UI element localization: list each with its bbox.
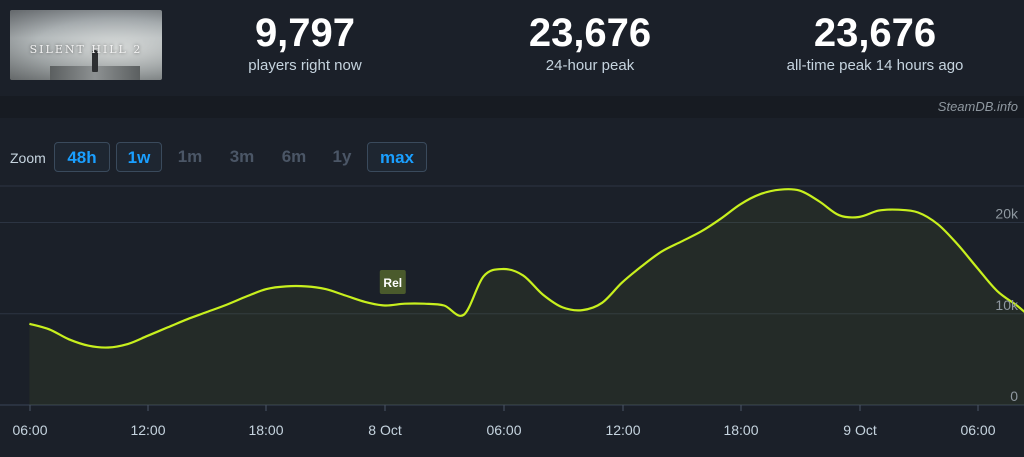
x-tick-label: 8 Oct	[368, 422, 402, 438]
x-tick-label: 18:00	[248, 422, 283, 438]
y-tick-label: 0	[1010, 388, 1018, 404]
x-tick-label: 12:00	[605, 422, 640, 438]
annotation-flag[interactable]	[379, 270, 406, 294]
thumbnail-logo-text: SILENT HILL 2	[29, 43, 143, 56]
thumbnail-road	[50, 66, 140, 80]
stat-24h-peak: 23,676 24-hour peak	[485, 10, 695, 76]
player-count-chart[interactable]: 0 10k 20k 06:00 12:00 18:00 8 Oct 06:00 12:00 18:…	[0, 180, 1024, 457]
thumbnail-figure	[92, 50, 98, 72]
stat-label: players right now	[248, 57, 362, 74]
y-tick-label: 20k	[995, 206, 1019, 222]
stat-label: all-time peak 14 hours ago	[786, 57, 964, 74]
stat-all-time-peak: 23,676 all-time peak 14 hours ago	[750, 10, 1000, 76]
stat-current-players: 9,797 players right now	[200, 10, 410, 76]
zoom-1w-button[interactable]: 1w	[116, 142, 162, 172]
x-tick-label: 18:00	[723, 422, 758, 438]
zoom-max-button[interactable]: max	[367, 142, 427, 172]
zoom-label: Zoom	[10, 150, 46, 166]
game-thumbnail[interactable]: SILENT HILL 2	[10, 10, 162, 80]
section-divider	[0, 96, 1024, 118]
x-tick-label: 9 Oct	[843, 422, 877, 438]
chart-ticks: 0 10k 20k 06:00 12:00 18:00 8 Oct 06:00 12:00 18:…	[12, 206, 1019, 439]
y-tick-label: 10k	[995, 297, 1019, 313]
stat-value: 23,676	[528, 11, 652, 55]
zoom-3m-button[interactable]: 3m	[229, 147, 255, 166]
x-tick-label: 06:00	[960, 422, 995, 438]
x-tick-label: 12:00	[130, 422, 165, 438]
stat-value: 9,797	[254, 11, 356, 55]
annotation-label: Rel	[383, 276, 402, 290]
stat-value: 23,676	[813, 11, 937, 55]
zoom-6m-button[interactable]: 6m	[281, 147, 307, 166]
x-tick-label: 06:00	[12, 422, 47, 438]
release-annotation[interactable]: Rel	[379, 270, 406, 294]
series-line[interactable]	[29, 188, 1024, 349]
stats-header: SILENT HILL 2 9,797 players right now 23…	[0, 0, 1024, 96]
stat-label: 24-hour peak	[545, 57, 635, 74]
x-tick-label: 06:00	[486, 422, 521, 438]
chart-grid	[0, 185, 1024, 406]
zoom-1m-button[interactable]: 1m	[177, 147, 203, 166]
zoom-1y-button[interactable]: 1y	[332, 147, 352, 166]
zoom-48h-button[interactable]: 48h	[54, 142, 110, 172]
chart-credit[interactable]: SteamDB.info	[937, 99, 1018, 114]
series-area	[29, 189, 1024, 405]
